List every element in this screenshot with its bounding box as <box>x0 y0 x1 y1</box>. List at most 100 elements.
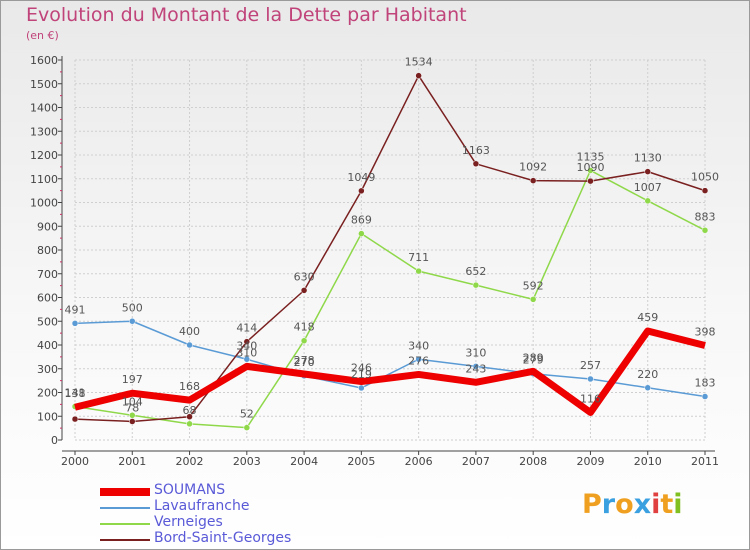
data-point <box>358 230 365 237</box>
legend-label: SOUMANS <box>154 482 226 498</box>
data-point <box>358 187 365 195</box>
logo-letter: t <box>660 489 674 520</box>
y-tick-label: 200 <box>37 387 58 400</box>
data-point <box>243 338 251 345</box>
data-point <box>415 72 422 79</box>
data-point <box>129 318 136 325</box>
data-point <box>415 356 422 363</box>
data-label: 1090 <box>576 161 604 174</box>
legend-item: Bord-Saint-Georges <box>100 530 360 548</box>
chart-subtitle: (en €) <box>26 29 59 42</box>
legend-label: Verneiges <box>154 514 223 530</box>
data-point <box>71 415 79 423</box>
data-label: 257 <box>580 359 601 372</box>
data-label: 869 <box>351 214 372 227</box>
data-label: 1534 <box>405 56 433 69</box>
data-label: 310 <box>236 346 257 359</box>
data-label: 883 <box>695 210 716 223</box>
data-label: 276 <box>408 354 429 367</box>
data-label: 630 <box>294 270 315 283</box>
legend-item: SOUMANS <box>100 482 360 500</box>
series-line-soumans <box>74 327 706 416</box>
x-tick-label: 2008 <box>519 455 547 468</box>
x-tick-label: 2011 <box>691 455 719 468</box>
x-tick-label: 2001 <box>118 455 146 468</box>
data-point <box>186 420 193 428</box>
data-label: 116 <box>580 392 601 405</box>
data-label: 1049 <box>347 171 375 184</box>
data-label: 183 <box>695 377 716 390</box>
logo-letter: o <box>615 489 634 520</box>
y-tick-label: 800 <box>37 244 58 257</box>
logo-letter: r <box>601 489 616 520</box>
legend-swatch <box>100 507 150 509</box>
x-tick-label: 2002 <box>176 455 204 468</box>
data-point <box>300 337 308 344</box>
data-label: 220 <box>637 368 658 381</box>
data-point <box>186 413 193 420</box>
proxiti-logo: Proxiti <box>582 489 683 520</box>
chart-title: Evolution du Montant de la Dette par Hab… <box>26 4 467 26</box>
logo-letter: i <box>673 489 683 520</box>
data-point <box>529 177 537 184</box>
data-label: 289 <box>523 351 544 364</box>
data-label: 491 <box>65 303 86 316</box>
data-label: 219 <box>351 368 372 381</box>
data-point <box>472 160 480 168</box>
data-label: 1050 <box>691 171 719 184</box>
data-label: 310 <box>465 346 486 359</box>
y-tick-label: 1000 <box>30 197 58 210</box>
legend-swatch <box>100 488 150 496</box>
y-tick-label: 100 <box>37 410 58 423</box>
y-tick-label: 600 <box>37 292 58 305</box>
y-tick-label: 1500 <box>30 78 58 91</box>
data-label: 398 <box>695 325 716 338</box>
x-tick-label: 2006 <box>405 455 433 468</box>
data-point <box>644 197 651 205</box>
data-point <box>243 424 251 431</box>
x-tick-label: 2000 <box>61 455 89 468</box>
y-tick-label: 1300 <box>30 125 58 138</box>
data-label: 1135 <box>576 150 604 163</box>
data-label: 1007 <box>634 181 662 194</box>
data-label: 138 <box>65 387 86 400</box>
data-point <box>701 187 709 194</box>
logo-letter: i <box>651 489 661 520</box>
series-line-verneiges <box>74 169 706 429</box>
legend-swatch <box>100 539 150 541</box>
data-label: 340 <box>408 339 429 352</box>
data-label: 1163 <box>462 144 490 157</box>
legend-label: Bord-Saint-Georges <box>154 530 292 546</box>
y-tick-label: 1100 <box>30 173 58 186</box>
x-tick-label: 2007 <box>462 455 490 468</box>
data-label: 711 <box>408 251 429 264</box>
data-label: 1092 <box>519 161 547 174</box>
data-point <box>587 375 594 383</box>
logo-letter: P <box>582 489 602 520</box>
data-point <box>587 167 594 174</box>
data-point <box>129 418 136 425</box>
legend-swatch <box>100 523 150 525</box>
data-point <box>701 227 709 234</box>
data-label: 246 <box>351 362 372 375</box>
x-tick-label: 2009 <box>576 455 604 468</box>
data-label: 68 <box>183 404 197 417</box>
data-point <box>186 341 193 349</box>
data-label: 418 <box>294 321 315 334</box>
series-line-bord-saint-georges <box>74 74 706 423</box>
y-tick-label: 1200 <box>30 149 58 162</box>
x-tick-label: 2003 <box>233 455 261 468</box>
y-tick-label: 900 <box>37 220 58 233</box>
data-label: 500 <box>122 301 143 314</box>
y-tick-label: 300 <box>37 363 58 376</box>
data-point <box>358 384 365 392</box>
data-point <box>415 267 422 275</box>
data-point <box>300 287 308 294</box>
data-label: 400 <box>179 325 200 338</box>
data-label: 141 <box>65 387 86 400</box>
data-label: 592 <box>523 279 544 292</box>
y-tick-label: 700 <box>37 268 58 281</box>
data-label: 197 <box>122 373 143 386</box>
data-label: 414 <box>236 322 257 335</box>
